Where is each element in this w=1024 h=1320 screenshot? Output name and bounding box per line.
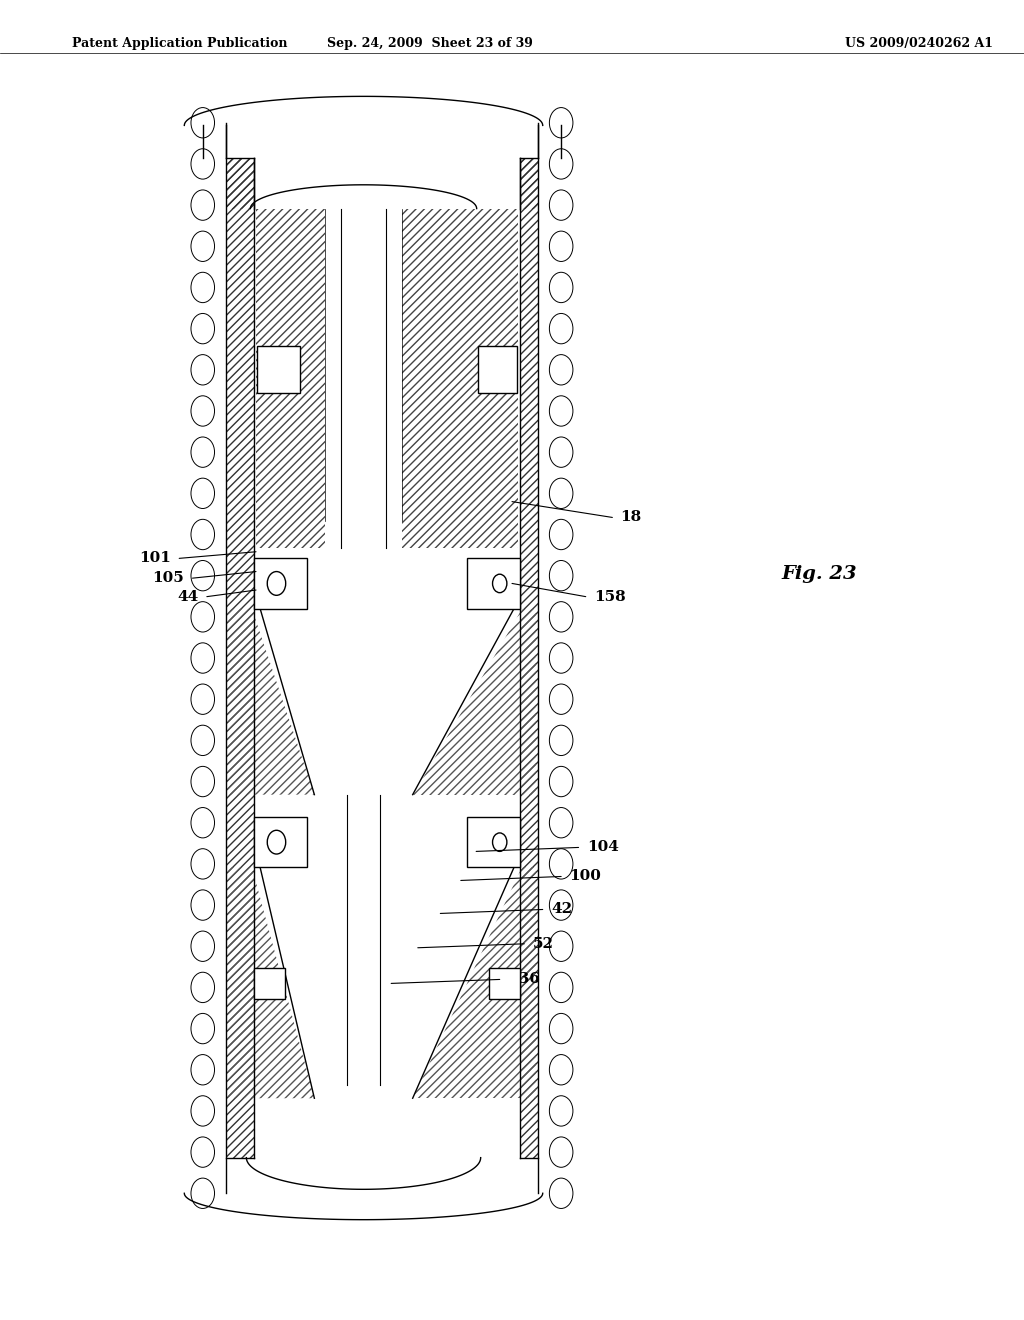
Text: 44: 44 (177, 590, 199, 603)
Circle shape (267, 572, 286, 595)
Text: Sep. 24, 2009  Sheet 23 of 39: Sep. 24, 2009 Sheet 23 of 39 (327, 37, 534, 50)
Bar (226, 158, 254, 1158)
Text: US 2009/0240262 A1: US 2009/0240262 A1 (845, 37, 993, 50)
Text: 101: 101 (139, 552, 171, 565)
Bar (254, 558, 307, 609)
Text: 158: 158 (594, 590, 626, 603)
Text: 18: 18 (621, 511, 642, 524)
Text: 42: 42 (551, 903, 572, 916)
Text: 136: 136 (508, 973, 540, 986)
Bar (257, 346, 300, 393)
Circle shape (267, 830, 286, 854)
Bar (467, 558, 520, 609)
Bar (226, 158, 254, 209)
Bar (467, 817, 520, 867)
Circle shape (493, 833, 507, 851)
Text: Patent Application Publication: Patent Application Publication (72, 37, 287, 50)
Text: Fig. 23: Fig. 23 (781, 565, 857, 583)
Bar (254, 968, 285, 999)
Bar (520, 158, 538, 209)
Bar (256, 209, 325, 548)
Bar (520, 158, 538, 1158)
Text: 100: 100 (569, 870, 601, 883)
Bar (402, 209, 518, 548)
Bar (489, 968, 520, 999)
Bar (478, 346, 517, 393)
Circle shape (493, 574, 507, 593)
Text: 52: 52 (532, 937, 554, 950)
Text: 104: 104 (587, 841, 618, 854)
Bar (254, 817, 307, 867)
Text: 105: 105 (153, 572, 184, 585)
